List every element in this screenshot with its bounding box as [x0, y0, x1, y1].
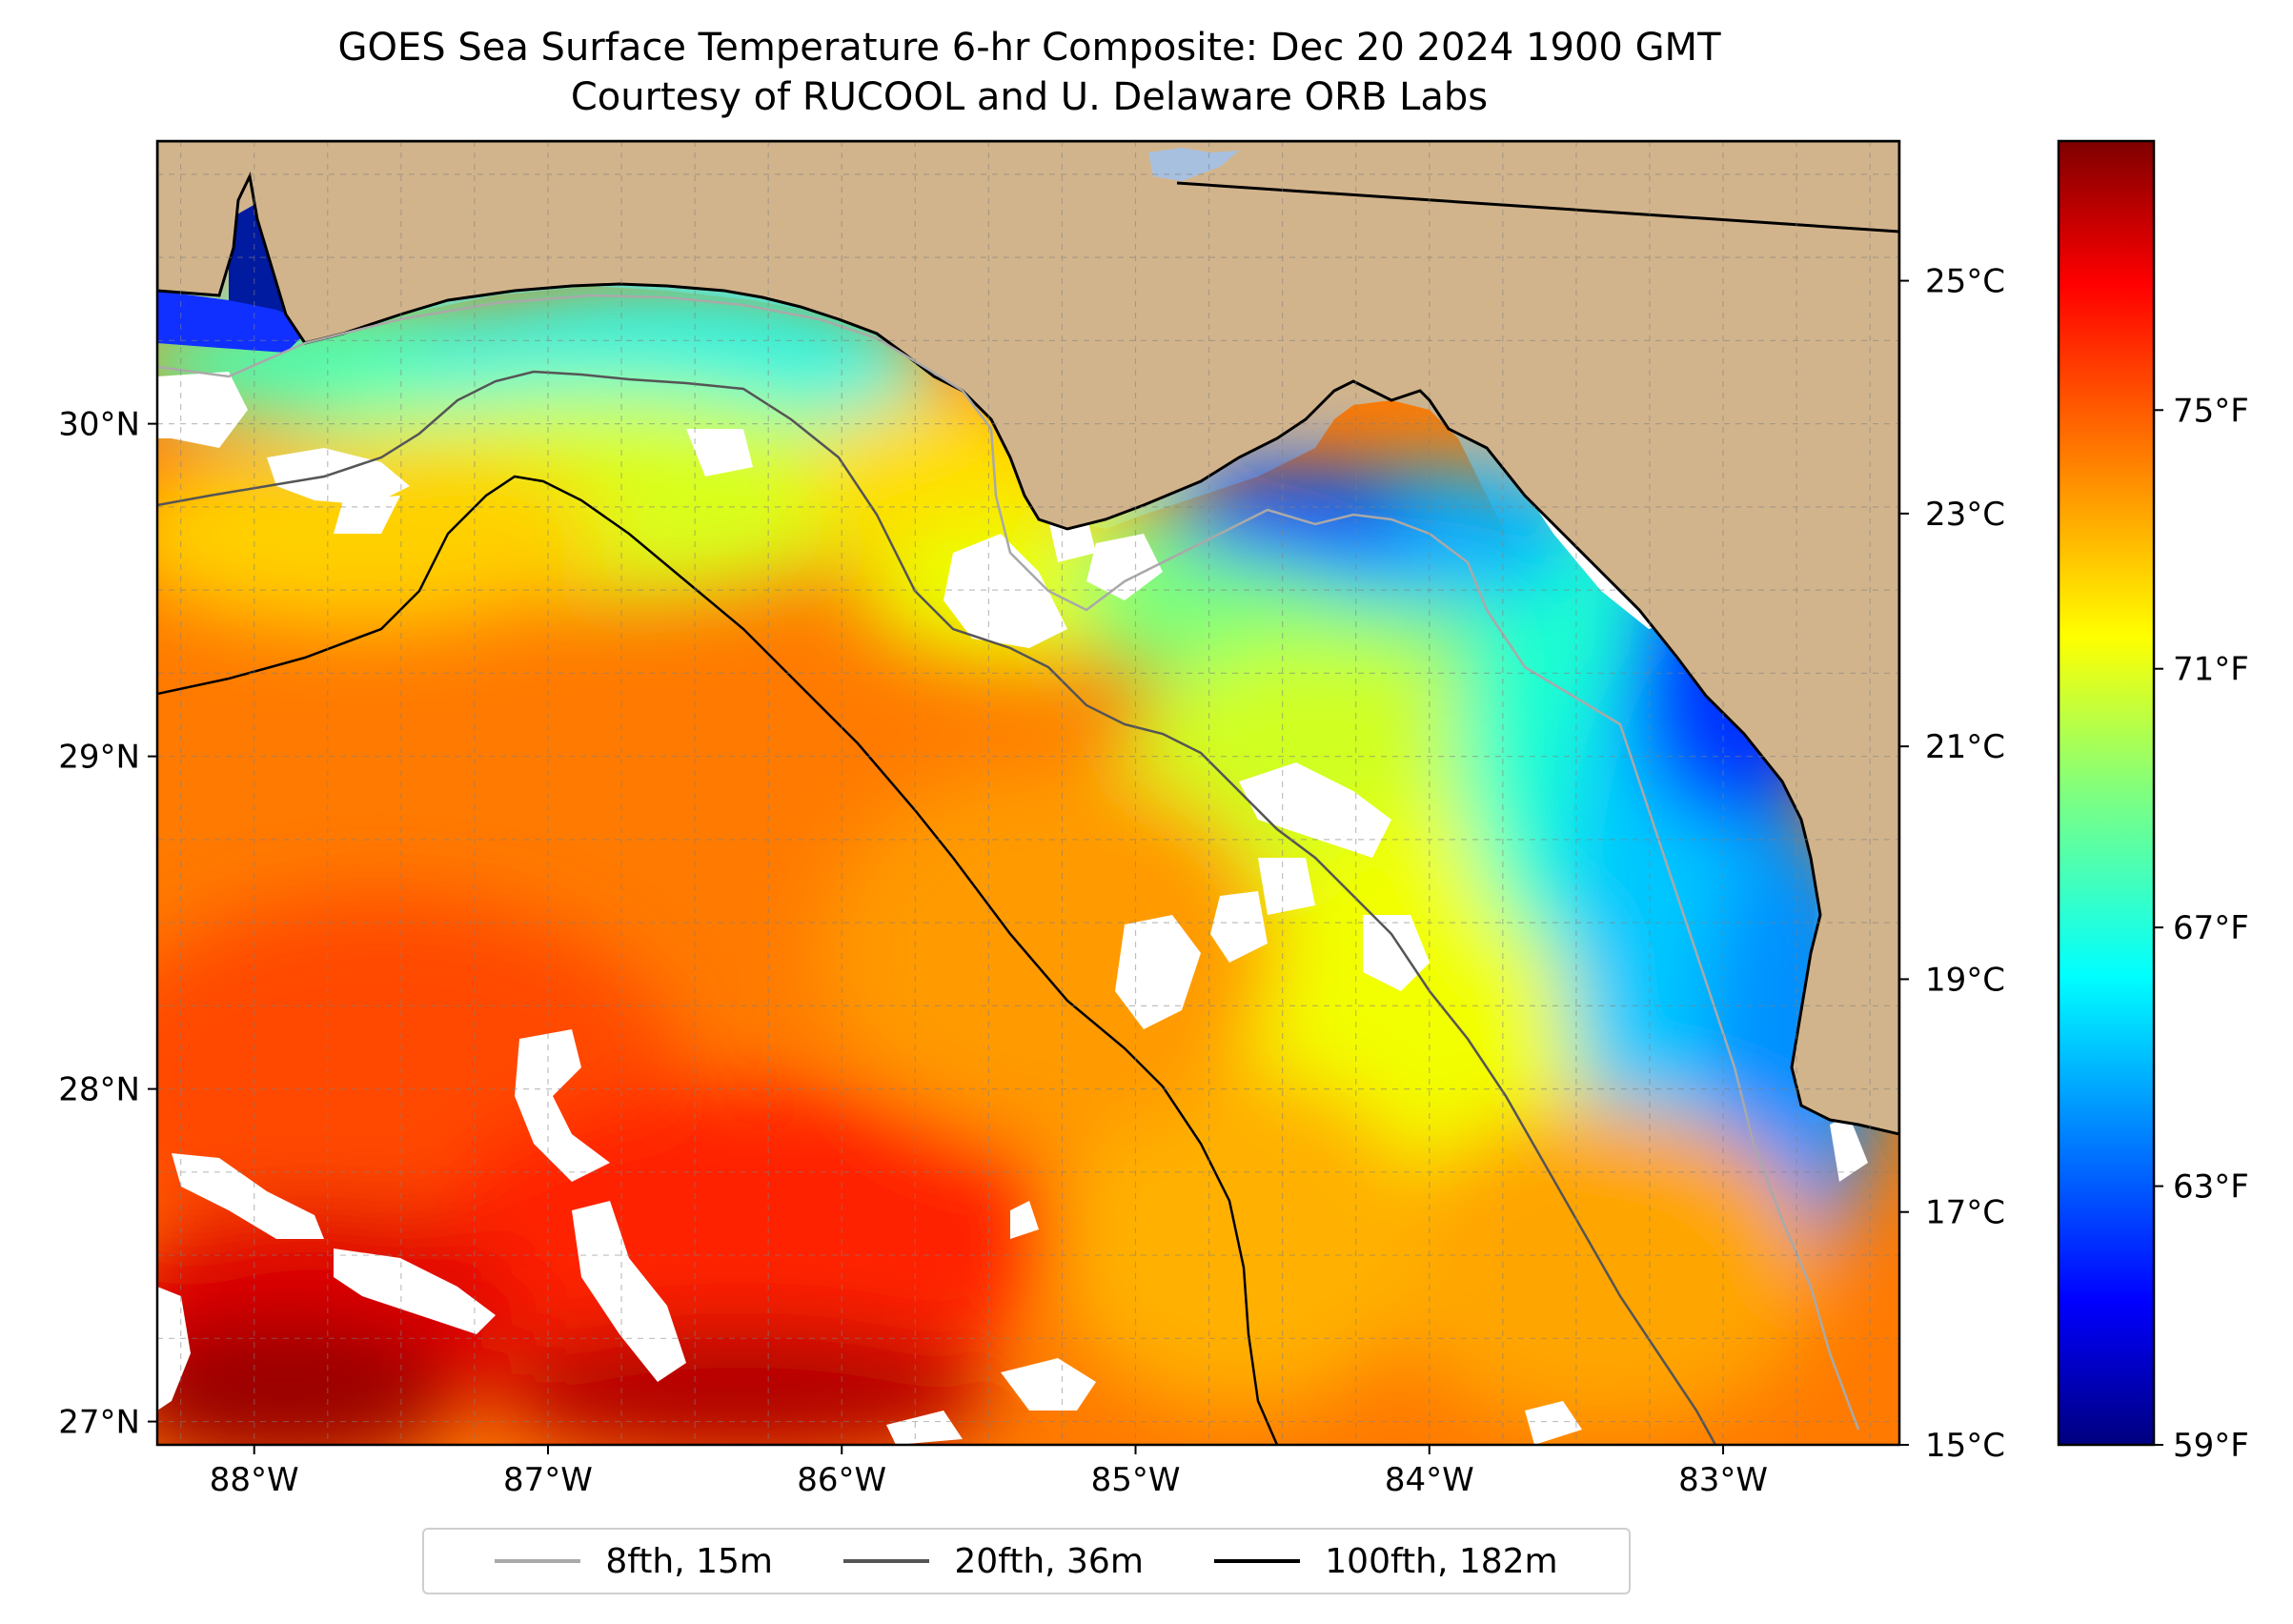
celsius-tick-label: 19°C [1925, 961, 2005, 999]
northern-coast [157, 141, 1899, 1136]
isobath-20fth [157, 370, 1717, 1445]
legend-item-8fth: 8fth, 15m [495, 1542, 773, 1581]
lat-tick-label: 28°N [58, 1071, 140, 1109]
inland-lake [1148, 148, 1239, 181]
longitude-ticks: 88°W 87°W 86°W 85°W 84°W 83°W [210, 1445, 1768, 1499]
title-line-2: Courtesy of RUCOOL and U. Delaware ORB L… [570, 75, 1489, 119]
celsius-tick-label: 17°C [1925, 1194, 2005, 1232]
state-boundary [1176, 181, 1899, 233]
celsius-tick-label: 15°C [1925, 1427, 2005, 1465]
title-line-1: GOES Sea Surface Temperature 6-hr Compos… [337, 26, 1721, 70]
map-frame [155, 139, 1901, 1447]
lon-tick-label: 83°W [1678, 1461, 1768, 1499]
map-panel [157, 141, 1899, 1445]
coastline [157, 141, 1899, 1136]
legend-label-8fth: 8fth, 15m [605, 1541, 773, 1581]
lon-tick-label: 86°W [797, 1461, 886, 1499]
fahrenheit-tick-label: 63°F [2173, 1168, 2249, 1207]
lat-tick-label: 30°N [58, 406, 140, 444]
legend-item-100fth: 100fth, 182m [1214, 1541, 1558, 1581]
colorbar: 25°C 23°C 21°C 19°C 17°C 15°C 75°F 71°F 67°F 63°… [1899, 139, 2249, 1465]
colorbar-gradient [2057, 139, 2156, 1447]
latitude-ticks: 30°N 29°N 28°N 27°N [58, 406, 157, 1442]
isobath-legend: 8fth, 15m 20fth, 36m 100fth, 182m [422, 1528, 1631, 1594]
legend-label-100fth: 100fth, 182m [1325, 1541, 1558, 1581]
celsius-tick-label: 25°C [1925, 263, 2005, 301]
fahrenheit-tick-label: 71°F [2173, 651, 2249, 689]
isobath-8fth [157, 294, 1860, 1431]
fahrenheit-tick-label: 67°F [2173, 909, 2249, 947]
gridlines [157, 141, 1899, 1445]
west-cold-band [157, 291, 315, 353]
lon-tick-label: 88°W [210, 1461, 299, 1499]
lat-tick-label: 29°N [58, 739, 140, 777]
celsius-ticks: 25°C 23°C 21°C 19°C 17°C 15°C [1899, 263, 2005, 1465]
celsius-tick-label: 21°C [1925, 728, 2005, 766]
fahrenheit-tick-label: 75°F [2173, 392, 2249, 430]
legend-swatch-8fth [495, 1559, 581, 1563]
fahrenheit-ticks: 75°F 71°F 67°F 63°F 59°F [2154, 392, 2249, 1465]
lon-tick-label: 87°W [503, 1461, 593, 1499]
fahrenheit-tick-label: 59°F [2173, 1427, 2249, 1465]
legend-item-20fth: 20fth, 36m [843, 1542, 1144, 1581]
lat-tick-label: 27°N [58, 1404, 140, 1442]
celsius-tick-label: 23°C [1925, 496, 2005, 534]
legend-swatch-20fth [843, 1559, 930, 1563]
legend-label-20fth: 20fth, 36m [954, 1541, 1144, 1581]
chart-title: GOES Sea Surface Temperature 6-hr Compos… [0, 23, 2059, 122]
lon-tick-label: 84°W [1385, 1461, 1474, 1499]
legend-swatch-100fth [1214, 1559, 1301, 1563]
lon-tick-label: 85°W [1091, 1461, 1181, 1499]
